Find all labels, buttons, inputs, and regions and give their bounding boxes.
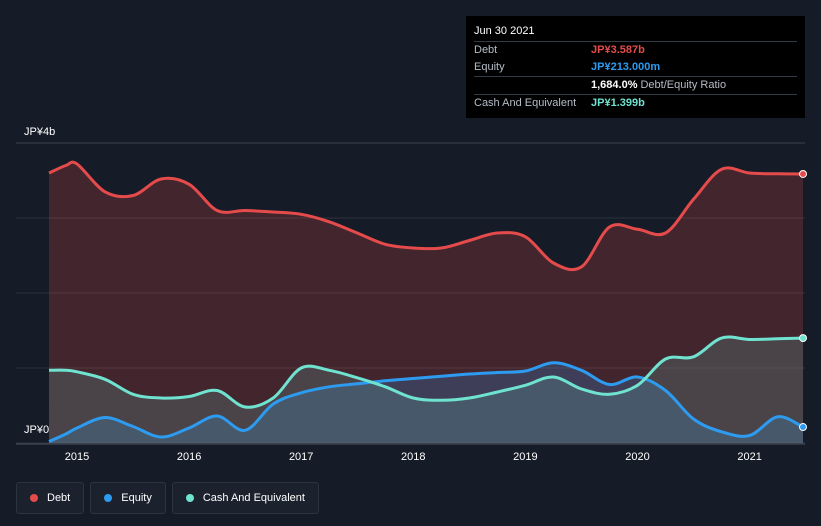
chart-legend: Debt Equity Cash And Equivalent	[16, 482, 319, 514]
equity-area	[48, 362, 804, 443]
legend-label: Debt	[47, 492, 71, 504]
tooltip-label	[474, 77, 591, 94]
series-layer	[48, 160, 804, 443]
tooltip-debt-value: JP¥3.587b	[591, 44, 645, 56]
equity-line	[48, 361, 804, 443]
debt-line	[48, 160, 804, 272]
tooltip-ratio-caption: Debt/Equity Ratio	[640, 79, 727, 91]
tooltip-row-ratio: 1,684.0% Debt/Equity Ratio	[474, 76, 797, 94]
tooltip-ratio-value: 1,684.0%	[591, 79, 638, 91]
tooltip-label: Debt	[474, 44, 498, 56]
legend-dot-icon	[185, 494, 194, 502]
equity-end-marker	[799, 423, 807, 432]
x-tick-label: 2020	[625, 451, 650, 463]
x-tick-label: 2018	[401, 451, 426, 463]
debt-area	[48, 162, 804, 443]
legend-dot-icon	[30, 494, 38, 502]
tooltip-equity-value: JP¥213.000m	[591, 61, 661, 73]
debt-end-marker	[799, 169, 807, 178]
x-tick-label: 2019	[513, 451, 538, 463]
grid-lines	[16, 142, 805, 445]
x-tick-label: 2017	[288, 451, 314, 463]
cash-line	[48, 335, 804, 409]
legend-label: Cash And Equivalent	[202, 492, 305, 504]
legend-item-equity[interactable]: Equity	[90, 482, 166, 514]
legend-dot-icon	[104, 494, 113, 502]
tooltip-cash-value: JP¥1.399b	[591, 97, 645, 109]
tooltip-label: Cash And Equivalent	[474, 97, 577, 109]
y-axis-top-label: JP¥4b	[24, 126, 56, 138]
data-tooltip: Jun 30 2021 Debt JP¥3.587b Equity JP¥213…	[466, 16, 805, 118]
y-axis-bottom-label: JP¥0	[24, 424, 50, 436]
tooltip-row-cash: Cash And Equivalent JP¥1.399b	[474, 94, 797, 112]
x-tick-label: 2016	[176, 451, 202, 463]
legend-item-cash[interactable]: Cash And Equivalent	[171, 482, 319, 514]
x-tick-label: 2021	[737, 451, 762, 463]
legend-item-debt[interactable]: Debt	[16, 482, 85, 514]
cash-end-marker	[799, 334, 807, 343]
cash-area	[48, 336, 804, 443]
legend-label: Equity	[121, 492, 152, 504]
tooltip-label: Equity	[474, 61, 505, 73]
tooltip-date: Jun 30 2021	[474, 25, 535, 37]
x-tick-label: 2015	[64, 451, 90, 463]
tooltip-row-equity: Equity JP¥213.000m	[474, 59, 797, 76]
end-markers	[799, 169, 807, 432]
tooltip-row-debt: Debt JP¥3.587b	[474, 41, 797, 59]
